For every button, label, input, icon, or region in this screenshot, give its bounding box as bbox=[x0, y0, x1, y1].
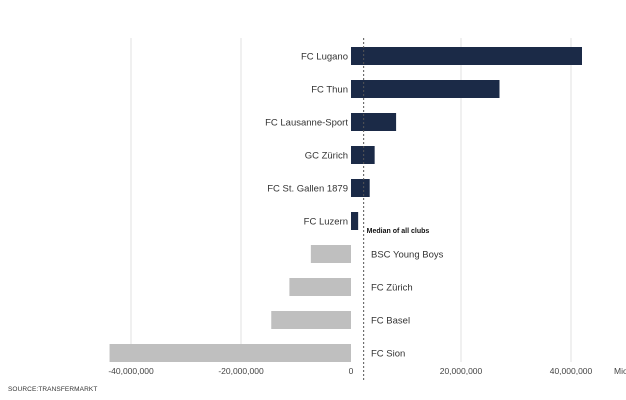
bar bbox=[351, 113, 397, 131]
bar bbox=[351, 212, 359, 230]
category-label: BSC Young Boys bbox=[371, 250, 444, 261]
bar bbox=[351, 47, 582, 65]
bar bbox=[351, 80, 500, 98]
bar bbox=[351, 179, 370, 197]
category-label: FC Luzern bbox=[304, 217, 348, 228]
category-label: GC Zürich bbox=[305, 151, 348, 162]
unit-label: Mio CHF bbox=[614, 366, 626, 376]
category-label: FC Sion bbox=[371, 349, 405, 360]
bar bbox=[109, 344, 351, 362]
x-tick-label: 0 bbox=[349, 366, 354, 376]
category-labels: FC Lugano FC Thun FC Lausanne-Sport GC Züri… bbox=[265, 52, 444, 360]
category-label: FC St. Gallen 1879 bbox=[267, 184, 348, 195]
x-tick-label: 40,000,000 bbox=[550, 366, 593, 376]
median-group: Median of all clubs bbox=[363, 38, 430, 382]
bar bbox=[351, 146, 375, 164]
category-label: FC Zürich bbox=[371, 283, 413, 294]
x-axis-ticks: -40,000,000 -20,000,000 0 20,000,000 40,000,… bbox=[108, 366, 626, 376]
category-label: FC Thun bbox=[311, 85, 348, 96]
bar bbox=[271, 311, 351, 329]
x-tick-label: -20,000,000 bbox=[218, 366, 264, 376]
bar bbox=[310, 245, 351, 263]
bars-group bbox=[109, 47, 582, 362]
bar bbox=[289, 278, 351, 296]
source-note: SOURCE:TRANSFERMARKT bbox=[8, 386, 98, 393]
x-tick-label: -40,000,000 bbox=[108, 366, 154, 376]
category-label: FC Lugano bbox=[301, 52, 348, 63]
category-label: FC Lausanne-Sport bbox=[265, 118, 348, 129]
x-tick-label: 20,000,000 bbox=[440, 366, 483, 376]
median-annotation: Median of all clubs bbox=[367, 228, 430, 235]
category-label: FC Basel bbox=[371, 316, 410, 327]
